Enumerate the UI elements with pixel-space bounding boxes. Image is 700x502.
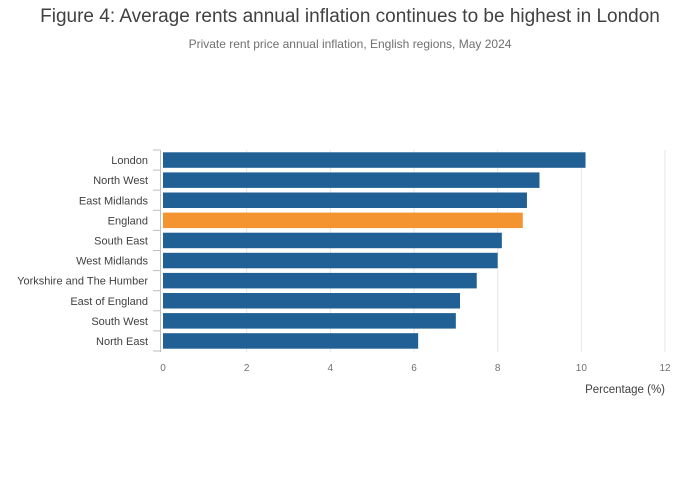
category-label-england: England xyxy=(108,215,148,227)
bar-west-midlands xyxy=(163,252,498,269)
category-label-north-east: North East xyxy=(96,336,148,348)
x-tick-label-10: 10 xyxy=(576,363,588,374)
category-label-west-midlands: West Midlands xyxy=(76,256,148,268)
category-labels: London North West East Midlands England Sout… xyxy=(17,155,148,348)
chart-subtitle: Private rent price annual inflation, Eng… xyxy=(188,37,512,51)
category-label-east-midlands: East Midlands xyxy=(79,195,149,207)
x-tick-label-2: 2 xyxy=(244,363,250,374)
bar-yorkshire-and-the-humber xyxy=(163,272,477,289)
chart-title: Figure 4: Average rents annual inflation… xyxy=(40,6,660,27)
category-label-south-west: South West xyxy=(91,316,148,328)
bar-east-midlands xyxy=(163,192,527,208)
category-label-south-east: South East xyxy=(94,235,148,247)
x-tick-label-0: 0 xyxy=(160,363,166,374)
x-axis-title: Percentage (%) xyxy=(585,384,665,396)
bar-south-east xyxy=(163,232,502,249)
axes xyxy=(153,149,161,352)
category-label-east-of-england: East of England xyxy=(70,296,148,308)
bar-england xyxy=(163,212,523,229)
bar-north-east xyxy=(163,333,419,349)
category-label-north-west: North West xyxy=(93,175,148,187)
bars xyxy=(163,152,586,349)
bar-london xyxy=(163,152,586,168)
tick-labels: 0 2 4 6 8 10 12 xyxy=(160,363,671,374)
bar-north-west xyxy=(163,172,540,188)
category-label-london: London xyxy=(111,155,148,167)
x-tick-label-8: 8 xyxy=(495,363,501,374)
x-tick-label-4: 4 xyxy=(328,363,334,374)
bar-south-west xyxy=(163,313,456,329)
bar-east-of-england xyxy=(163,293,461,309)
x-tick-label-6: 6 xyxy=(411,363,417,374)
category-label-yorkshire-and-the-humber: Yorkshire and The Humber xyxy=(17,276,148,288)
x-tick-label-12: 12 xyxy=(659,363,671,374)
